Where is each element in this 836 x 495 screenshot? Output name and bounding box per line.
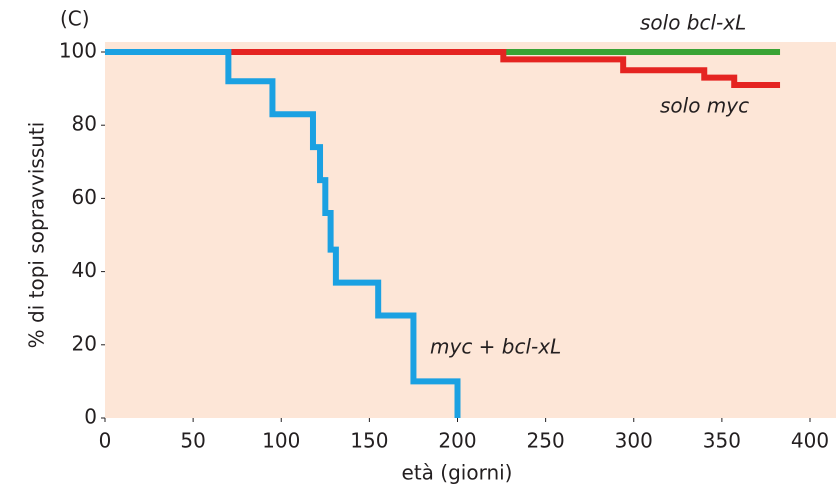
plot-background <box>105 42 836 418</box>
series-label: myc + bcl-xL <box>430 335 561 359</box>
y-tick-label: 60 <box>72 185 97 209</box>
x-tick-label: 50 <box>180 429 205 453</box>
y-tick-label: 0 <box>84 405 97 429</box>
x-tick-label: 200 <box>438 429 476 453</box>
x-tick-label: 0 <box>99 429 112 453</box>
x-tick-label: 300 <box>615 429 653 453</box>
y-tick-label: 20 <box>72 331 97 355</box>
x-axis-label: età (giorni) <box>402 461 513 485</box>
survival-line <box>105 49 461 418</box>
y-tick-label: 80 <box>72 112 97 136</box>
x-tick-label: 100 <box>262 429 300 453</box>
panel-label: (C) <box>60 7 90 31</box>
series-label: solo myc <box>660 94 749 118</box>
x-tick-label: 150 <box>350 429 388 453</box>
series-label: solo bcl-xL <box>640 11 746 35</box>
y-tick-label: 40 <box>72 258 97 282</box>
x-tick-label: 250 <box>527 429 565 453</box>
survival-line <box>105 49 781 88</box>
y-axis-label: % di topi sopravvissuti <box>25 122 49 349</box>
x-tick-label: 400 <box>791 429 829 453</box>
x-tick-label: 350 <box>703 429 741 453</box>
y-tick-label: 100 <box>59 39 97 63</box>
